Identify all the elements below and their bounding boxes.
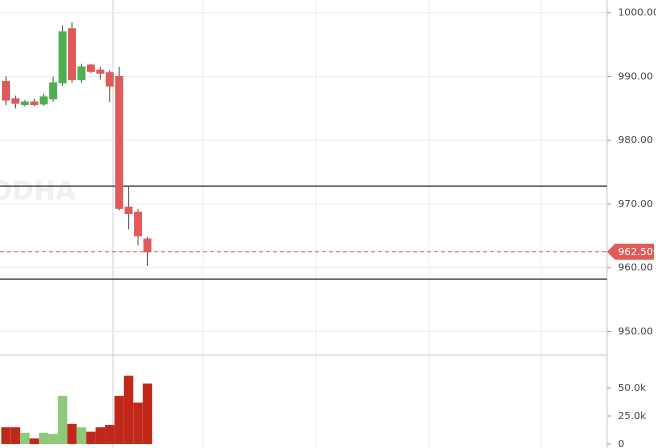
volume-bar xyxy=(29,438,39,444)
candle-body xyxy=(49,82,58,100)
y-tick-label: 1000.00 xyxy=(618,8,656,19)
candle-body xyxy=(11,98,20,104)
volume-bar xyxy=(114,395,124,444)
candle-body xyxy=(68,28,77,81)
candle-body xyxy=(30,101,39,106)
candle-body xyxy=(58,31,67,84)
volume-bar xyxy=(20,432,30,444)
candle-body xyxy=(115,75,124,209)
last-price-tag xyxy=(607,243,654,260)
candle-body xyxy=(2,81,10,101)
candle-body xyxy=(134,211,143,237)
volume-bar xyxy=(86,431,96,444)
volume-bar xyxy=(67,423,77,444)
volume-tick-label: 0 xyxy=(618,439,624,448)
candle-body xyxy=(96,69,105,74)
volume-bar xyxy=(133,402,143,444)
candle-body xyxy=(86,64,95,72)
volume-bar xyxy=(105,424,115,444)
volume-bar xyxy=(76,427,87,444)
y-tick-label: 960.00 xyxy=(618,263,653,274)
volume-bar xyxy=(39,432,49,444)
y-tick-label: 950.00 xyxy=(618,326,653,337)
candle-body xyxy=(39,96,48,105)
candle-body xyxy=(105,72,114,87)
volume-tick-label: 50.0k xyxy=(618,383,646,394)
volume-bar xyxy=(142,383,153,444)
volume-bar xyxy=(48,433,58,444)
y-tick-label: 990.00 xyxy=(618,71,653,82)
volume-bar xyxy=(1,427,11,444)
volume-tick-label: 25.0k xyxy=(618,411,646,422)
watermark: ODHA xyxy=(0,177,76,207)
y-tick-label: 980.00 xyxy=(618,135,653,146)
candle-body xyxy=(20,101,29,106)
candle-body xyxy=(77,66,86,81)
volume-bar xyxy=(57,395,68,444)
volume-bar xyxy=(10,427,21,444)
volume-bar xyxy=(95,427,105,444)
y-tick-label: 970.00 xyxy=(618,199,653,210)
candle-body xyxy=(143,238,152,253)
volume-bar xyxy=(123,375,134,444)
last-price-label: 962.50 xyxy=(618,247,653,258)
candle-body xyxy=(124,206,133,215)
